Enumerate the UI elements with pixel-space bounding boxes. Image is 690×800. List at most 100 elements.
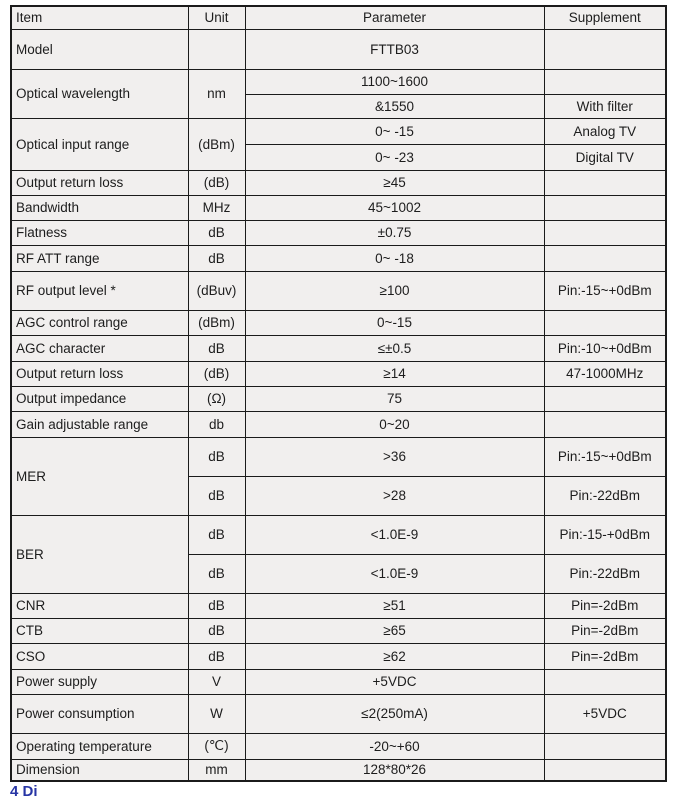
row-mer-2: dB >28 Pin:-22dBm	[11, 475, 667, 516]
row-output-return-loss-2: Output return loss (dB) ≥14 47-1000MHz	[10, 360, 667, 387]
row-power-supply: Power supply V +5VDC	[10, 668, 667, 695]
ber-item: BER	[10, 514, 189, 594]
row-ctb: CTB dB ≥65 Pin=-2dBm	[10, 617, 667, 644]
mer-unit-1: dB	[187, 436, 246, 477]
row-output-impedance: Output impedance (Ω) 75	[10, 385, 667, 412]
rf-output-level-unit: (dBuv)	[187, 270, 246, 311]
optical-wavelength-parameter-2: &1550	[244, 93, 545, 119]
power-consumption-supplement: +5VDC	[543, 693, 667, 734]
optical-wavelength-supplement-1	[543, 68, 667, 95]
output-return-loss-2-unit: (dB)	[187, 360, 246, 387]
output-return-loss-2-parameter: ≥14	[244, 360, 545, 387]
row-cnr: CNR dB ≥51 Pin=-2dBm	[10, 592, 667, 619]
optical-input-range-item: Optical input range	[10, 117, 189, 171]
output-return-loss-2-supplement: 47-1000MHz	[543, 360, 667, 387]
ber-unit-2: dB	[187, 553, 246, 594]
model-item: Model	[10, 28, 189, 70]
cso-unit: dB	[187, 642, 246, 670]
cnr-item: CNR	[10, 592, 189, 619]
agc-control-range-parameter: 0~-15	[244, 309, 545, 336]
ber-supplement-2: Pin:-22dBm	[543, 553, 667, 594]
cnr-supplement: Pin=-2dBm	[543, 592, 667, 619]
optical-input-range-parameter-2: 0~ -23	[244, 143, 545, 171]
specification-table: Item Unit Parameter Supplement Model FTT…	[10, 5, 667, 782]
agc-control-range-unit: (dBm)	[187, 309, 246, 336]
flatness-item: Flatness	[10, 219, 189, 246]
optical-input-range-supplement-2: Digital TV	[543, 143, 667, 171]
output-impedance-supplement	[543, 385, 667, 412]
gain-adjustable-range-supplement	[543, 410, 667, 438]
rf-att-range-parameter: 0~ -18	[244, 244, 545, 272]
row-flatness: Flatness dB ±0.75	[10, 219, 667, 246]
row-optical-wavelength-2: &1550 With filter	[11, 93, 667, 119]
mer-supplement-2: Pin:-22dBm	[543, 475, 667, 516]
gain-adjustable-range-parameter: 0~20	[244, 410, 545, 438]
rf-output-level-parameter: ≥100	[244, 270, 545, 311]
mer-unit-2: dB	[187, 475, 246, 516]
mer-parameter-1: >36	[244, 436, 545, 477]
rf-output-level-item: RF output level *	[10, 270, 189, 311]
optical-wavelength-supplement-2: With filter	[543, 93, 667, 119]
output-return-loss-2-item: Output return loss	[10, 360, 189, 387]
row-power-consumption: Power consumption W ≤2(250mA) +5VDC	[10, 693, 667, 734]
rf-att-range-supplement	[543, 244, 667, 272]
optical-wavelength-item: Optical wavelength	[10, 68, 189, 119]
bandwidth-item: Bandwidth	[10, 194, 189, 221]
mer-supplement-1: Pin:-15~+0dBm	[543, 436, 667, 477]
mer-parameter-2: >28	[244, 475, 545, 516]
power-consumption-unit: W	[187, 693, 246, 734]
flatness-supplement	[543, 219, 667, 246]
agc-control-range-supplement	[543, 309, 667, 336]
cnr-parameter: ≥51	[244, 592, 545, 619]
ber-parameter-1: <1.0E-9	[244, 514, 545, 555]
optical-input-range-supplement-1: Analog TV	[543, 117, 667, 145]
gain-adjustable-range-unit: db	[187, 410, 246, 438]
output-impedance-parameter: 75	[244, 385, 545, 412]
mer-item: MER	[10, 436, 189, 516]
power-supply-supplement	[543, 668, 667, 695]
ber-parameter-2: <1.0E-9	[244, 553, 545, 594]
optical-input-range-parameter-1: 0~ -15	[244, 117, 545, 145]
optical-input-range-unit: (dBm)	[187, 117, 246, 171]
ber-unit-1: dB	[187, 514, 246, 555]
flatness-parameter: ±0.75	[244, 219, 545, 246]
row-agc-character: AGC character dB ≤±0.5 Pin:-10~+0dBm	[10, 334, 667, 362]
ber-supplement-1: Pin:-15-+0dBm	[543, 514, 667, 555]
dimension-parameter: 128*80*26	[244, 758, 545, 782]
bandwidth-parameter: 45~1002	[244, 194, 545, 221]
header-row: Item Unit Parameter Supplement	[10, 5, 667, 30]
agc-character-supplement: Pin:-10~+0dBm	[543, 334, 667, 362]
cnr-unit: dB	[187, 592, 246, 619]
operating-temperature-supplement	[543, 732, 667, 760]
power-consumption-parameter: ≤2(250mA)	[244, 693, 545, 734]
gain-adjustable-range-item: Gain adjustable range	[10, 410, 189, 438]
model-parameter: FTTB03	[244, 28, 545, 70]
power-supply-unit: V	[187, 668, 246, 695]
power-supply-parameter: +5VDC	[244, 668, 545, 695]
output-return-loss-1-unit: (dB)	[187, 169, 246, 196]
output-return-loss-1-supplement	[543, 169, 667, 196]
dimension-item: Dimension	[10, 758, 189, 782]
output-impedance-unit: (Ω)	[187, 385, 246, 412]
ctb-unit: dB	[187, 617, 246, 644]
dimension-unit: mm	[187, 758, 246, 782]
row-optical-wavelength-1: Optical wavelength nm 1100~1600	[10, 68, 667, 119]
cso-supplement: Pin=-2dBm	[543, 642, 667, 670]
row-agc-control-range: AGC control range (dBm) 0~-15	[10, 309, 667, 336]
ctb-supplement: Pin=-2dBm	[543, 617, 667, 644]
operating-temperature-parameter: -20~+60	[244, 732, 545, 760]
flatness-unit: dB	[187, 219, 246, 246]
ctb-item: CTB	[10, 617, 189, 644]
row-ber-2: dB <1.0E-9 Pin:-22dBm	[11, 553, 667, 594]
optical-wavelength-unit: nm	[187, 68, 246, 119]
row-dimension: Dimension mm 128*80*26	[10, 758, 667, 782]
operating-temperature-item: Operating temperature	[10, 732, 189, 760]
row-model: Model FTTB03	[10, 28, 667, 70]
row-mer-1: MER dB >36 Pin:-15~+0dBm	[10, 436, 667, 516]
row-rf-att-range: RF ATT range dB 0~ -18	[10, 244, 667, 272]
model-supplement	[543, 28, 667, 70]
output-return-loss-1-parameter: ≥45	[244, 169, 545, 196]
row-bandwidth: Bandwidth MHz 45~1002	[10, 194, 667, 221]
row-gain-adjustable-range: Gain adjustable range db 0~20	[10, 410, 667, 438]
bandwidth-supplement	[543, 194, 667, 221]
